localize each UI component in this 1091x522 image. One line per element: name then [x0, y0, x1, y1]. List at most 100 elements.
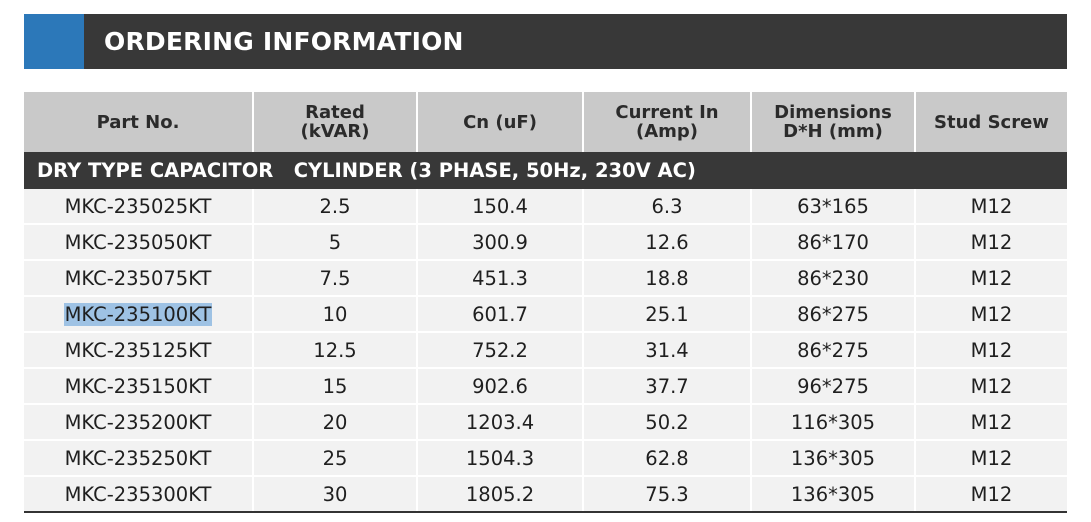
cell-stud-screw: M12: [915, 189, 1067, 225]
cell-stud-screw: M12: [915, 332, 1067, 369]
cell-current: 50.2: [583, 404, 752, 441]
cell-dimensions: 86*230: [751, 260, 916, 297]
cell-text: 601.7: [472, 302, 528, 326]
cell-text[interactable]: MKC-235300KT: [64, 482, 212, 506]
cell-current: 37.7: [583, 368, 752, 405]
cell-rated-kvar: 2.5: [253, 189, 418, 225]
cell-rated-kvar: 12.5: [253, 332, 418, 369]
cell-text: M12: [970, 266, 1013, 290]
cell-text: M12: [970, 194, 1013, 218]
ordering-table: Part No. Rated (kVAR) Cn (uF) Current In…: [24, 92, 1067, 513]
cell-text: 18.8: [645, 266, 689, 290]
banner-accent: [24, 14, 84, 69]
cell-capacitance: 300.9: [417, 224, 584, 261]
cell-text: 86*170: [797, 230, 869, 254]
header-part-no: Part No.: [24, 92, 254, 152]
cell-text[interactable]: MKC-235100KT: [63, 302, 213, 326]
table-row: MKC-235125KT 12.5 752.2 31.4 86*275 M12: [24, 332, 1067, 369]
cell-stud-screw: M12: [915, 476, 1067, 513]
cell-stud-screw: M12: [915, 296, 1067, 333]
cell-dimensions: 116*305: [751, 404, 916, 441]
cell-capacitance: 150.4: [417, 189, 584, 225]
cell-dimensions: 136*305: [751, 476, 916, 513]
cell-stud-screw: M12: [915, 260, 1067, 297]
cell-text: 116*305: [790, 410, 876, 434]
table-row: MKC-235025KT 2.5 150.4 6.3 63*165 M12: [24, 189, 1067, 225]
cell-text: 25.1: [645, 302, 689, 326]
header-line: Current In: [615, 102, 719, 123]
cell-stud-screw: M12: [915, 404, 1067, 441]
cell-capacitance: 902.6: [417, 368, 584, 405]
cell-current: 6.3: [583, 189, 752, 225]
cell-text: 7.5: [319, 266, 351, 290]
cell-part-no: MKC-235100KT: [24, 296, 254, 333]
cell-capacitance: 752.2: [417, 332, 584, 369]
cell-part-no: MKC-235050KT: [24, 224, 254, 261]
cell-text: 10: [322, 302, 348, 326]
cell-dimensions: 86*275: [751, 332, 916, 369]
cell-text[interactable]: MKC-235075KT: [64, 266, 212, 290]
cell-current: 75.3: [583, 476, 752, 513]
cell-text: 1203.4: [465, 410, 535, 434]
page-title: ORDERING INFORMATION: [104, 27, 464, 56]
cell-stud-screw: M12: [915, 224, 1067, 261]
table-header-row: Part No. Rated (kVAR) Cn (uF) Current In…: [24, 92, 1067, 152]
cell-text: 2.5: [319, 194, 351, 218]
cell-stud-screw: M12: [915, 440, 1067, 477]
cell-text: 300.9: [472, 230, 528, 254]
header-line: Rated: [305, 102, 365, 123]
header-line: Stud Screw: [934, 111, 1049, 133]
cell-dimensions: 96*275: [751, 368, 916, 405]
cell-text[interactable]: MKC-235050KT: [64, 230, 212, 254]
cell-text: M12: [970, 302, 1013, 326]
cell-dimensions: 136*305: [751, 440, 916, 477]
section-banner: ORDERING INFORMATION: [24, 14, 1067, 69]
header-stud-screw: Stud Screw: [915, 92, 1067, 152]
cell-text[interactable]: MKC-235025KT: [64, 194, 212, 218]
cell-text[interactable]: MKC-235150KT: [64, 374, 212, 398]
cell-text[interactable]: MKC-235200KT: [64, 410, 212, 434]
header-line: Dimensions: [774, 102, 892, 123]
cell-text: 31.4: [645, 338, 689, 362]
cell-text[interactable]: MKC-235125KT: [64, 338, 212, 362]
cell-dimensions: 63*165: [751, 189, 916, 225]
cell-part-no: MKC-235025KT: [24, 189, 254, 225]
cell-rated-kvar: 7.5: [253, 260, 418, 297]
cell-text: 5: [328, 230, 342, 254]
cell-text: 20: [322, 410, 348, 434]
cell-part-no: MKC-235125KT: [24, 332, 254, 369]
cell-text: 37.7: [645, 374, 689, 398]
header-line: D*H (mm): [783, 121, 883, 142]
cell-text: M12: [970, 446, 1013, 470]
cell-text: 63*165: [797, 194, 869, 218]
cell-text: 1504.3: [465, 446, 535, 470]
cell-rated-kvar: 15: [253, 368, 418, 405]
cell-stud-screw: M12: [915, 368, 1067, 405]
cell-text: 902.6: [472, 374, 528, 398]
cell-text[interactable]: MKC-235250KT: [64, 446, 212, 470]
cell-text: 1805.2: [465, 482, 535, 506]
cell-text: 86*275: [797, 338, 869, 362]
cell-text: 62.8: [645, 446, 689, 470]
cell-rated-kvar: 30: [253, 476, 418, 513]
header-line: Cn (uF): [463, 111, 537, 133]
cell-capacitance: 1203.4: [417, 404, 584, 441]
header-current: Current In (Amp): [583, 92, 752, 152]
cell-text: 136*305: [790, 482, 876, 506]
cell-dimensions: 86*170: [751, 224, 916, 261]
cell-part-no: MKC-235075KT: [24, 260, 254, 297]
cell-capacitance: 1504.3: [417, 440, 584, 477]
cell-capacitance: 1805.2: [417, 476, 584, 513]
cell-text: 15: [322, 374, 348, 398]
cell-current: 18.8: [583, 260, 752, 297]
cell-rated-kvar: 20: [253, 404, 418, 441]
cell-text: 96*275: [797, 374, 869, 398]
table-row: MKC-235075KT 7.5 451.3 18.8 86*230 M12: [24, 260, 1067, 297]
cell-current: 25.1: [583, 296, 752, 333]
cell-capacitance: 601.7: [417, 296, 584, 333]
cell-text: 752.2: [472, 338, 528, 362]
header-rated-kvar: Rated (kVAR): [253, 92, 418, 152]
header-line: (kVAR): [300, 121, 370, 142]
header-capacitance: Cn (uF): [417, 92, 584, 152]
cell-text: 25: [322, 446, 348, 470]
